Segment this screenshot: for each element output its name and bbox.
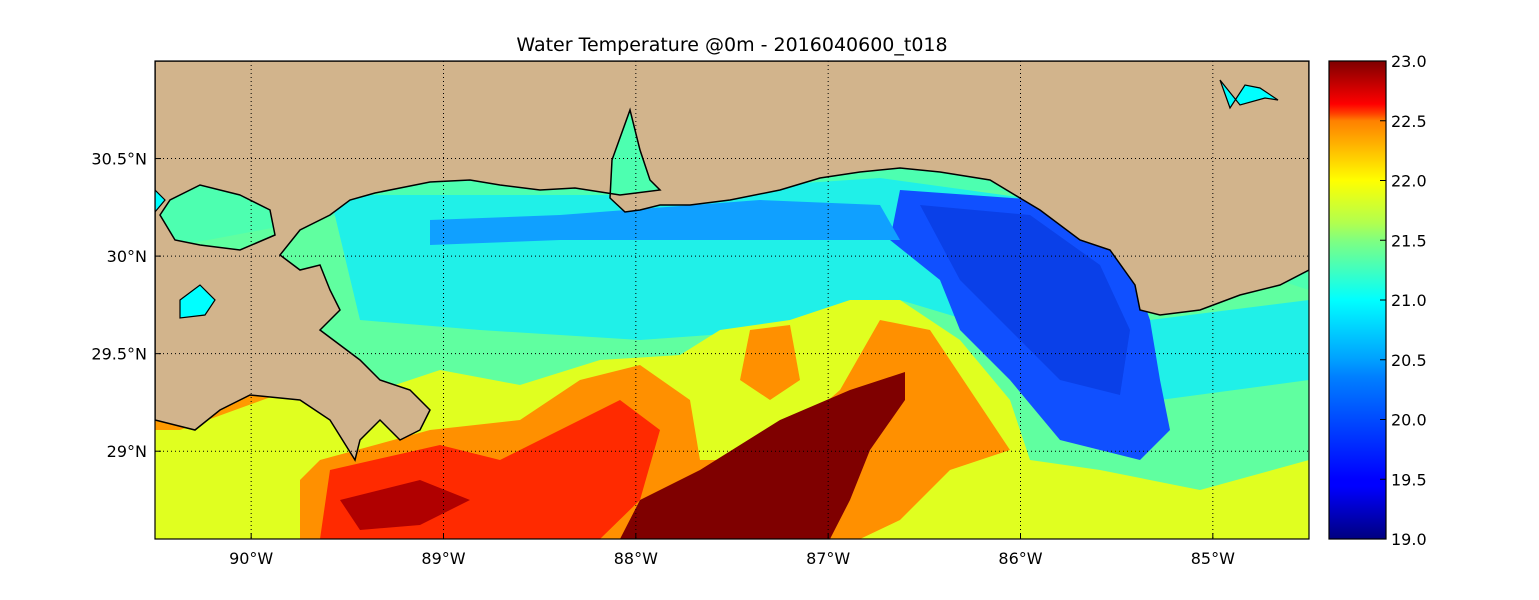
colorbar-tick-label: 22.0	[1391, 172, 1427, 191]
colorbar-tick-label: 21.5	[1391, 231, 1427, 250]
colorbar-tick-label: 19.5	[1391, 470, 1427, 489]
map-title: Water Temperature @0m - 2016040600_t018	[516, 34, 948, 56]
y-tick-label: 30°N	[107, 247, 147, 266]
grid-lines	[155, 61, 1309, 539]
x-axis: 90°W 89°W 88°W 87°W 86°W 85°W	[229, 533, 1235, 568]
y-tick-label: 29.5°N	[91, 345, 147, 364]
colorbar-tick-label: 21.0	[1391, 291, 1427, 310]
warm-core	[620, 372, 905, 539]
orange-eddy	[740, 325, 800, 400]
y-tick-label: 30.5°N	[91, 150, 147, 169]
x-tick-label: 86°W	[998, 549, 1042, 568]
colorbar-tick-label: 23.0	[1391, 52, 1427, 71]
colorbar-tick-label: 19.0	[1391, 530, 1427, 549]
y-tick-label: 29°N	[107, 442, 147, 461]
colorbar	[1328, 60, 1387, 540]
lake	[1219, 79, 1279, 110]
x-tick-label: 90°W	[229, 549, 273, 568]
plot-frame	[154, 60, 1310, 540]
red-core-west	[340, 480, 470, 530]
x-tick-label: 85°W	[1191, 549, 1235, 568]
x-tick-label: 87°W	[806, 549, 850, 568]
x-tick-label: 89°W	[421, 549, 465, 568]
colorbar-tick-label: 22.5	[1391, 112, 1427, 131]
colorbar-ticks: 19.0 19.5 20.0 20.5 21.0 21.5 22.0 22.5 23.0	[1380, 52, 1427, 549]
colorbar-tick-label: 20.5	[1391, 351, 1427, 370]
lake	[179, 284, 216, 319]
land	[155, 61, 1309, 462]
cold-pool-core	[920, 205, 1130, 395]
blue-band	[430, 200, 900, 245]
x-tick-label: 88°W	[614, 549, 658, 568]
lake	[155, 189, 166, 213]
y-axis: 30.5°N 30°N 29.5°N 29°N	[91, 150, 161, 461]
colorbar-tick-label: 20.0	[1391, 411, 1427, 430]
